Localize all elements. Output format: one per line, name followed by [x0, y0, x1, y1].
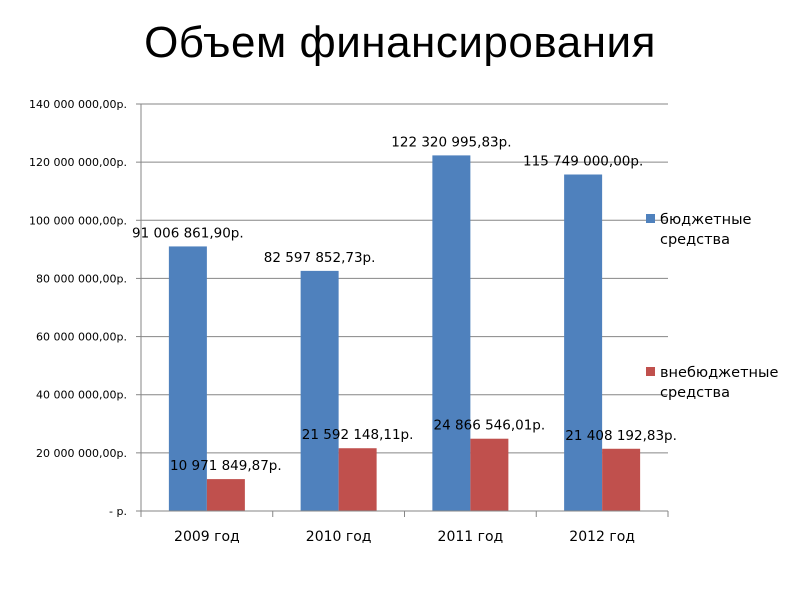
data-label: 21 408 192,83р. — [565, 428, 677, 444]
bar-extrabudget — [338, 448, 377, 511]
bar-budget — [168, 246, 207, 511]
data-label: 10 971 849,87р. — [170, 458, 282, 474]
data-label: 115 749 000,00р. — [523, 154, 643, 170]
y-tick-label: - р. — [109, 505, 127, 518]
y-tick-label: 20 000 000,00р. — [36, 447, 127, 460]
y-tick-label: 100 000 000,00р. — [29, 214, 127, 227]
chart-title: Объем финансирования — [144, 18, 656, 67]
bar-budget — [300, 270, 339, 511]
data-label: 82 597 852,73р. — [264, 250, 376, 266]
legend-label: бюджетные — [660, 212, 752, 228]
bar-extrabudget — [470, 438, 509, 511]
bars — [168, 155, 641, 512]
gridlines — [141, 103, 668, 454]
data-label: 91 006 861,90р. — [132, 225, 244, 241]
legend-label: средства — [660, 385, 730, 401]
y-tick-label: 40 000 000,00р. — [36, 389, 127, 402]
legend-label: внебюджетные — [660, 365, 778, 381]
x-category-label: 2009 год — [174, 529, 240, 545]
legend-label: средства — [660, 232, 730, 248]
legend: бюджетные средства внебюджетные средства — [646, 212, 778, 401]
y-tick-label: 80 000 000,00р. — [36, 272, 127, 285]
axes: - р. 20 000 000,00р. 40 000 000,00р. 60 000… — [29, 98, 669, 545]
x-category-label: 2011 год — [438, 529, 504, 545]
data-label: 24 866 546,01р. — [434, 418, 546, 434]
x-category-label: 2012 год — [569, 529, 635, 545]
legend-swatch — [646, 214, 655, 223]
legend-swatch — [646, 367, 655, 376]
y-tick-label: 140 000 000,00р. — [29, 98, 127, 111]
bar-extrabudget — [602, 448, 641, 511]
y-tick-label: 60 000 000,00р. — [36, 331, 127, 344]
x-category-label: 2010 год — [306, 529, 372, 545]
data-label: 21 592 148,11р. — [302, 427, 414, 443]
data-label: 122 320 995,83р. — [391, 134, 511, 150]
data-labels: 91 006 861,90р. 10 971 849,87р. 82 597 852… — [132, 134, 677, 474]
bar-budget — [564, 174, 603, 512]
y-tick-label: 120 000 000,00р. — [29, 156, 127, 169]
bar-extrabudget — [206, 479, 245, 511]
bar-budget — [432, 155, 471, 511]
